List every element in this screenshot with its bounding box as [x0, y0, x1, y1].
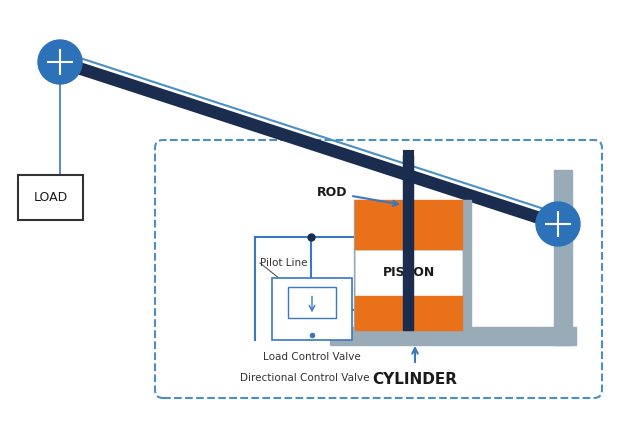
Text: CYLINDER: CYLINDER — [373, 372, 457, 388]
Text: Pilot Line: Pilot Line — [260, 258, 308, 268]
Text: Directional Control Valve: Directional Control Valve — [240, 373, 369, 383]
Text: PISTON: PISTON — [383, 266, 435, 280]
Bar — [330, 327, 576, 345]
Bar — [355, 296, 462, 330]
Bar — [288, 287, 336, 318]
Bar — [463, 200, 471, 335]
Bar — [403, 155, 413, 330]
Bar — [354, 200, 362, 335]
Bar — [355, 200, 462, 250]
Circle shape — [536, 202, 580, 246]
Text: LOAD: LOAD — [34, 191, 68, 204]
Bar — [272, 278, 352, 340]
Bar — [355, 250, 462, 296]
Bar — [18, 175, 83, 220]
Bar — [554, 170, 572, 345]
Text: ROD: ROD — [317, 186, 398, 206]
Text: Load Control Valve: Load Control Valve — [263, 352, 361, 362]
Circle shape — [38, 40, 82, 84]
